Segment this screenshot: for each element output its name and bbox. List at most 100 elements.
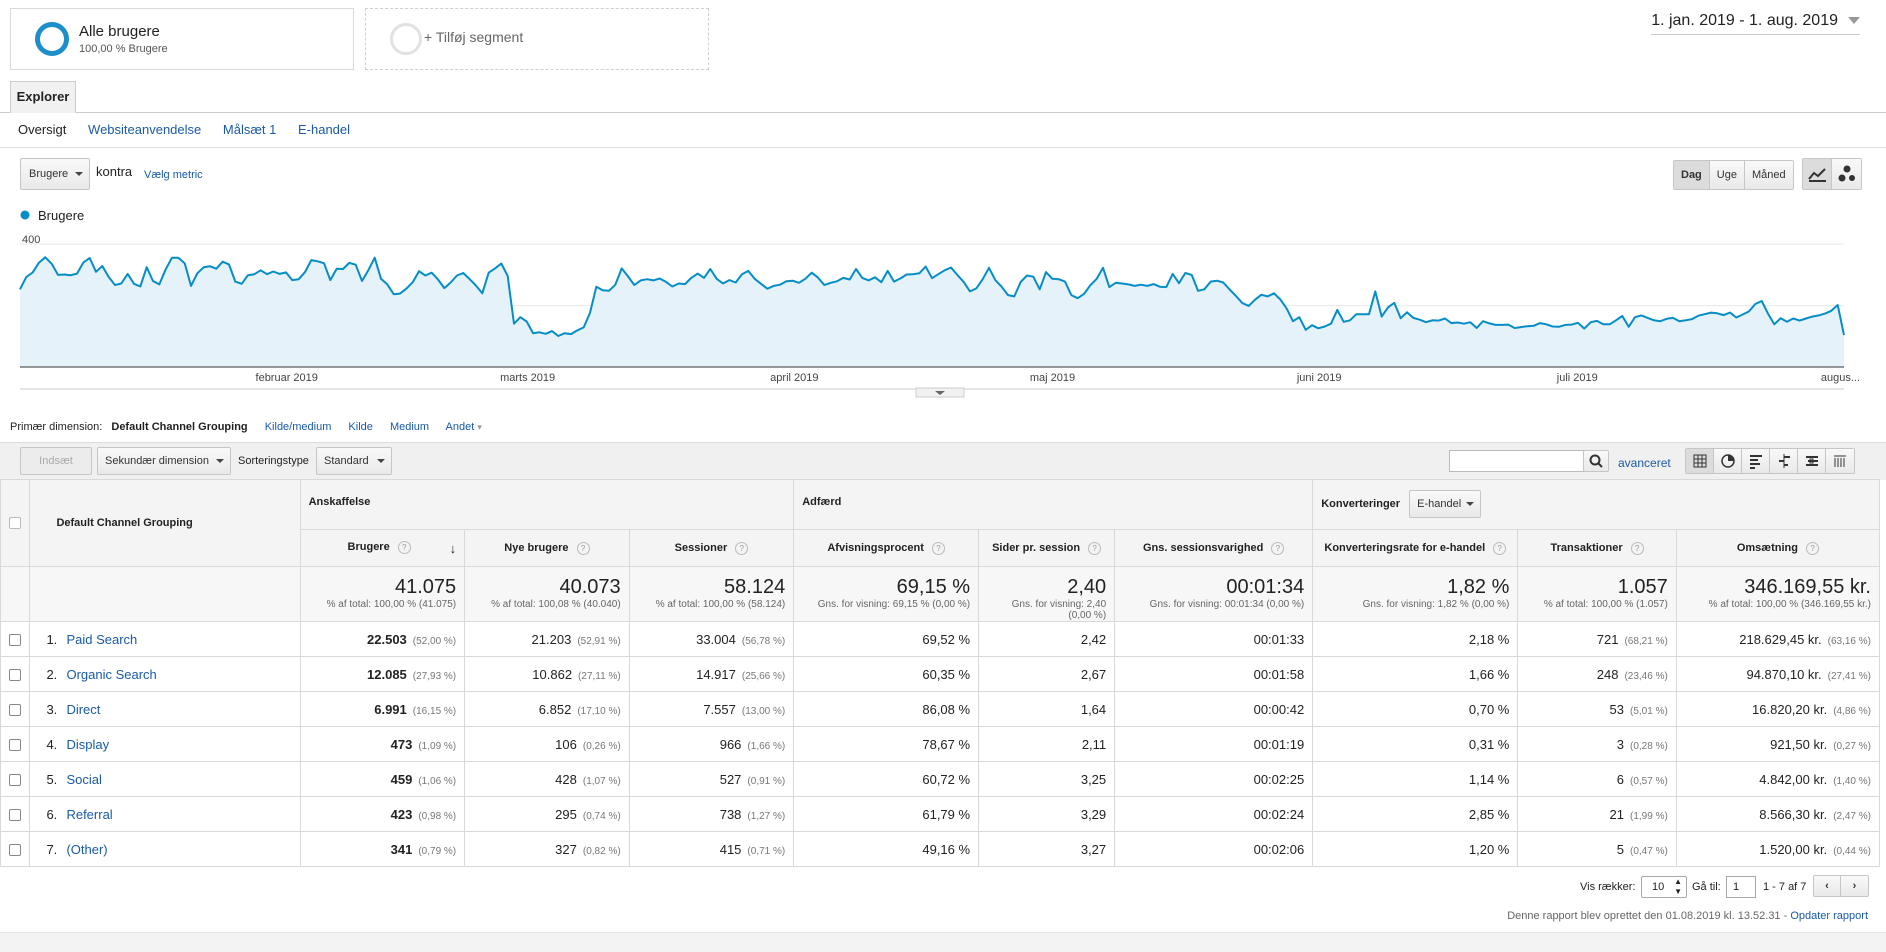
col-users[interactable]: Brugere? ↓ <box>299 529 466 567</box>
total-pages-per-session: 2,40 Gns. for visning: 2,40 (0,00 %) <box>978 566 1116 622</box>
search-button[interactable] <box>1583 450 1609 472</box>
cell-value: 1.520,00 kr. <box>1759 841 1828 857</box>
row-checkbox[interactable] <box>9 809 22 822</box>
cell-percent: (1,66 %) <box>747 740 786 752</box>
help-icon[interactable]: ? <box>397 540 411 554</box>
col-transactions[interactable]: Transaktioner? <box>1517 529 1677 567</box>
cell-sessions: 966 (1,66 %) <box>628 726 795 762</box>
show-rows-label: Vis rækker: <box>1580 881 1636 893</box>
cell-value: 2,67 <box>1080 666 1107 682</box>
insert-rows-button[interactable]: Indsæt rækker <box>20 447 92 493</box>
performance-view-icon[interactable] <box>1742 449 1770 473</box>
channel-link[interactable]: Referral <box>66 806 113 822</box>
comparison-view-icon[interactable] <box>1770 449 1798 473</box>
add-segment-button[interactable]: + Tilføj segment <box>365 8 709 70</box>
granularity-day-button[interactable]: Dag <box>1674 161 1710 189</box>
granularity-week-button[interactable]: Uge <box>1709 161 1745 189</box>
help-icon[interactable]: ? <box>576 541 590 555</box>
dimension-source-medium[interactable]: Kilde/medium <box>264 421 332 433</box>
sort-type-value: Standard <box>324 455 369 467</box>
cell-rev: 218.629,45 kr. (63,16 %) <box>1675 621 1881 657</box>
cell-percent: (52,00 %) <box>412 635 457 647</box>
sort-descending-icon[interactable]: ↓ <box>449 540 457 556</box>
row-checkbox[interactable] <box>9 739 22 752</box>
col-revenue[interactable]: Omsætning? <box>1675 529 1881 567</box>
total-sessions: 58.124% af total: 100,00 % (58.124) <box>628 566 795 622</box>
goto-page-input[interactable]: 1 <box>1726 876 1756 898</box>
select-all-checkbox[interactable] <box>9 517 22 530</box>
segment-all-users[interactable]: Alle brugere 100,00 % Brugere <box>10 8 354 70</box>
granularity-month-button[interactable]: Måned <box>1744 161 1793 189</box>
cell-duration: 00:02:06 <box>1114 831 1314 867</box>
col-bounce-rate[interactable]: Afvisningsprocent? <box>793 529 980 567</box>
channel-link[interactable]: Organic Search <box>66 666 157 682</box>
cell-conv: 0,31 % <box>1312 726 1519 762</box>
channel-link[interactable]: Paid Search <box>66 631 138 647</box>
cell-rev: 94.870,10 kr. (27,41 %) <box>1675 656 1881 692</box>
total-conversion-rate: 1,82 % Gns. for visning: 1,82 % (0,00 %) <box>1312 566 1519 622</box>
motion-chart-icon[interactable] <box>1832 159 1861 189</box>
col-avg-session-duration[interactable]: Gns. sessionsvarighed? <box>1114 529 1314 567</box>
conversion-type-dropdown[interactable]: E-handel <box>1409 490 1482 518</box>
table-search-input[interactable] <box>1449 450 1585 472</box>
subnav-overview[interactable]: Oversigt <box>18 122 67 137</box>
col-sessions[interactable]: Sessioner? <box>628 529 795 567</box>
channel-link[interactable]: Direct <box>66 701 101 717</box>
help-icon[interactable]: ? <box>735 541 749 555</box>
row-checkbox[interactable] <box>9 774 22 787</box>
table-view-icon[interactable] <box>1686 449 1714 473</box>
date-range-picker[interactable]: 1. jan. 2019 - 1. aug. 2019 <box>1651 12 1860 35</box>
pivot-view-icon[interactable] <box>1826 449 1854 473</box>
subnav-goal-set-1[interactable]: Målsæt 1 <box>222 122 277 137</box>
help-icon[interactable]: ? <box>1493 541 1507 555</box>
help-icon[interactable]: ? <box>1271 541 1285 555</box>
cell-users: 12.085 (27,93 %) <box>299 656 466 692</box>
row-checkbox[interactable] <box>9 669 22 682</box>
channel-link[interactable]: Social <box>66 771 102 787</box>
row-checkbox[interactable] <box>9 634 22 647</box>
total-value: 1.057 <box>1617 576 1668 598</box>
cell-bounce: 60,72 % <box>793 761 980 797</box>
tab-explorer[interactable]: Explorer <box>10 81 76 113</box>
advanced-filter-link[interactable]: avanceret <box>1618 456 1671 470</box>
sort-type-dropdown[interactable]: Standard <box>316 447 392 475</box>
cell-percent: (4,86 %) <box>1833 705 1871 717</box>
next-page-icon[interactable]: › <box>1841 876 1868 896</box>
col-pages-per-session[interactable]: Sider pr. session? <box>978 529 1116 567</box>
row-checkbox[interactable] <box>9 704 22 717</box>
metric-dropdown[interactable]: Brugere <box>20 158 90 190</box>
dimension-source[interactable]: Kilde <box>348 421 373 433</box>
cell-duration: 00:02:25 <box>1114 761 1314 797</box>
col-new-users[interactable]: Nye brugere? <box>464 529 630 567</box>
show-rows-select[interactable]: 10 ▲ ▼ <box>1641 876 1687 898</box>
line-chart-icon[interactable] <box>1803 159 1832 189</box>
cell-value: 0,31 % <box>1468 736 1510 752</box>
choose-metric-link[interactable]: Vælg metric <box>144 169 203 181</box>
total-sub: % af total: 100,00 % (58.124) <box>655 599 786 610</box>
col-conversion-rate[interactable]: Konverteringsrate for e-handel? <box>1312 529 1519 567</box>
prev-page-icon[interactable]: ‹ <box>1814 876 1841 896</box>
row-checkbox[interactable] <box>9 844 22 857</box>
help-icon[interactable]: ? <box>1630 541 1644 555</box>
channel-link[interactable]: Display <box>66 736 110 752</box>
help-icon[interactable]: ? <box>1088 541 1102 555</box>
chevron-down-icon <box>935 391 945 395</box>
secondary-dimension-dropdown[interactable]: Sekundær dimension <box>97 447 231 475</box>
group-conversions: Konverteringer E-handel <box>1312 479 1880 530</box>
pie-view-icon[interactable] <box>1714 449 1742 473</box>
dimension-other[interactable]: Andet ▾ <box>446 421 482 433</box>
subnav-site-usage[interactable]: Websiteanvendelse <box>88 122 202 137</box>
help-icon[interactable]: ? <box>1805 541 1819 555</box>
col-sessions-label: Sessioner <box>674 541 728 554</box>
dimension-column-header[interactable]: Default Channel Grouping <box>29 479 301 567</box>
channel-link[interactable]: (Other) <box>66 841 108 857</box>
subnav-ecommerce[interactable]: E-handel <box>297 122 351 137</box>
total-sub: % af total: 100,00 % (1.057) <box>1543 599 1668 610</box>
dimension-medium[interactable]: Medium <box>389 421 430 433</box>
total-value: 346.169,55 kr. <box>1744 576 1871 598</box>
refresh-report-link[interactable]: Opdater rapport <box>1790 910 1868 922</box>
term-cloud-view-icon[interactable] <box>1798 449 1826 473</box>
cell-percent: (0,79 %) <box>418 845 457 857</box>
help-icon[interactable]: ? <box>931 541 945 555</box>
